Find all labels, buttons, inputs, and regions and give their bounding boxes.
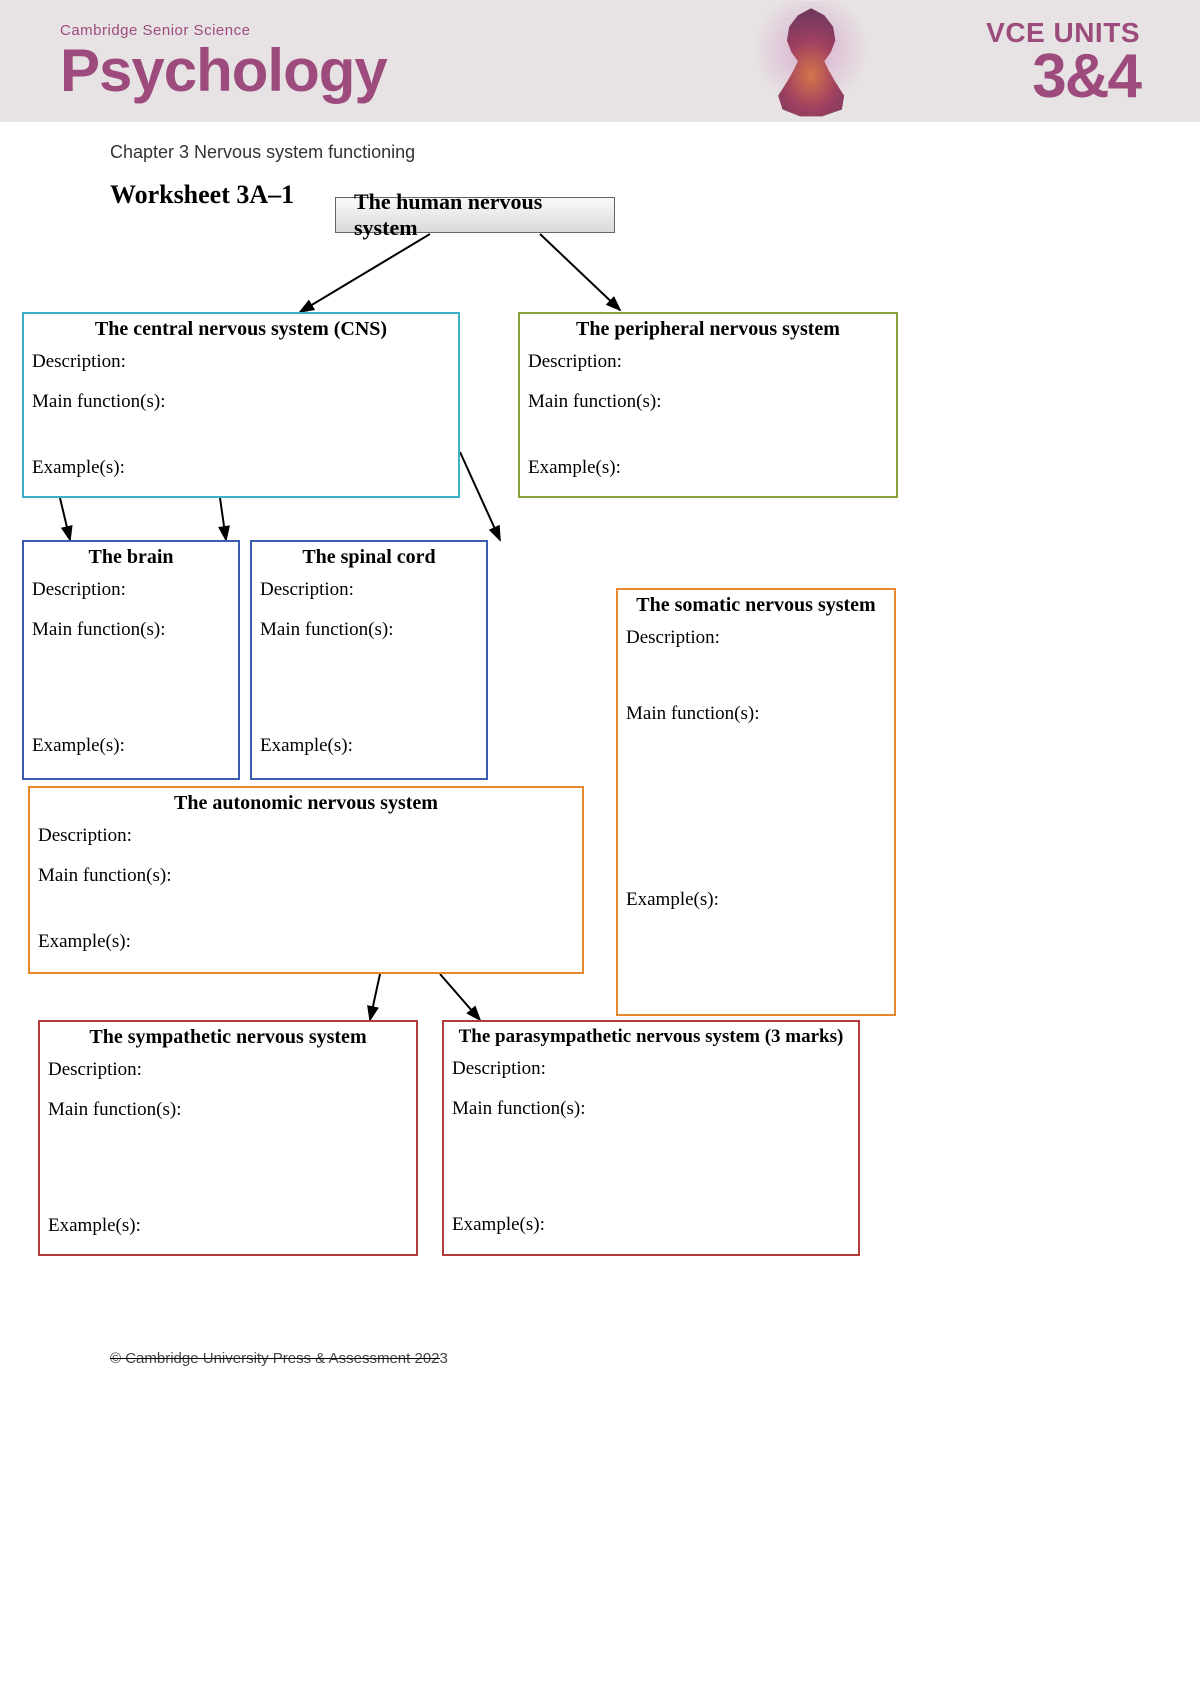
worksheet-page: Chapter 3 Nervous system functioning Wor…	[0, 122, 1200, 1694]
field-label: Description:	[24, 349, 458, 375]
node-title: The somatic nervous system	[618, 590, 894, 619]
arrow	[300, 234, 430, 312]
field-label: Description:	[24, 577, 238, 603]
field-label: Example(s):	[40, 1213, 416, 1239]
node-parasympathetic: The parasympathetic nervous system (3 ma…	[442, 1020, 860, 1256]
field-label: Example(s):	[520, 455, 896, 481]
node-spinal: The spinal cord Description: Main function…	[250, 540, 488, 780]
header-illustration	[746, 1, 876, 121]
field-label: Example(s):	[30, 929, 582, 955]
header-left: Cambridge Senior Science Psychology	[60, 22, 746, 101]
node-title: The sympathetic nervous system	[40, 1022, 416, 1051]
header-bar: Cambridge Senior Science Psychology VCE …	[0, 0, 1200, 122]
field-label: Example(s):	[618, 887, 894, 913]
root-title: The human nervous system	[354, 189, 596, 241]
node-title: The autonomic nervous system	[30, 788, 582, 817]
field-label: Example(s):	[252, 733, 486, 759]
node-title: The peripheral nervous system	[520, 314, 896, 343]
field-label: Description:	[40, 1057, 416, 1083]
field-label: Example(s):	[24, 455, 458, 481]
field-label: Main function(s):	[24, 389, 458, 415]
field-label: Main function(s):	[520, 389, 896, 415]
field-label: Example(s):	[24, 733, 238, 759]
node-pns: The peripheral nervous system Description…	[518, 312, 898, 498]
field-label: Main function(s):	[40, 1097, 416, 1123]
chapter-heading: Chapter 3 Nervous system functioning	[110, 142, 415, 163]
field-label: Main function(s):	[252, 617, 486, 643]
node-somatic: The somatic nervous system Description: Ma…	[616, 588, 896, 1016]
field-label: Main function(s):	[618, 701, 894, 727]
arrow	[60, 498, 70, 540]
units-number: 3&4	[986, 49, 1140, 105]
arrow	[440, 974, 480, 1020]
field-label: Description:	[252, 577, 486, 603]
subject-title: Psychology	[60, 41, 746, 101]
worksheet-title: Worksheet 3A–1	[110, 180, 294, 210]
node-title: The parasympathetic nervous system (3 ma…	[444, 1022, 858, 1050]
field-label: Description:	[520, 349, 896, 375]
arrow	[370, 974, 380, 1020]
node-brain: The brain Description: Main function(s): Ex…	[22, 540, 240, 780]
node-cns: The central nervous system (CNS) Descript…	[22, 312, 460, 498]
field-label: Main function(s):	[444, 1096, 858, 1122]
field-label: Description:	[30, 823, 582, 849]
footer-strike	[110, 1358, 440, 1359]
field-label: Example(s):	[444, 1212, 858, 1238]
node-autonomic: The autonomic nervous system Description:…	[28, 786, 584, 974]
series-label: Cambridge Senior Science	[60, 22, 746, 39]
silhouette-icon	[756, 6, 866, 121]
node-title: The spinal cord	[252, 542, 486, 571]
field-label: Main function(s):	[30, 863, 582, 889]
node-title: The central nervous system (CNS)	[24, 314, 458, 343]
header-right: VCE UNITS 3&4	[986, 17, 1140, 105]
root-node: The human nervous system	[335, 197, 615, 233]
arrow	[220, 498, 226, 540]
field-label: Description:	[444, 1056, 858, 1082]
field-label: Main function(s):	[24, 617, 238, 643]
node-title: The brain	[24, 542, 238, 571]
arrow	[460, 452, 500, 540]
node-sympathetic: The sympathetic nervous system Descriptio…	[38, 1020, 418, 1256]
field-label: Description:	[618, 625, 894, 651]
arrow	[540, 234, 620, 310]
